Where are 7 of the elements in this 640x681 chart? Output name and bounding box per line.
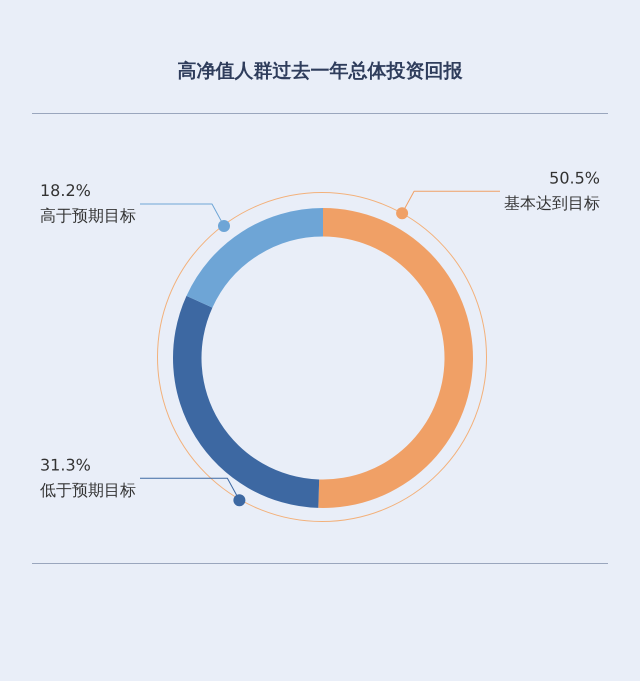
slice-label: 低于预期目标 [40,480,136,500]
data-label: 50.5% [549,168,600,188]
slice-label: 高于预期目标 [40,206,136,226]
data-label: 18.2% [40,181,91,200]
slice-label: 基本达到目标 [504,193,600,212]
chart-title: 高净值人群过去一年总体投资回报 [176,59,464,84]
data-label: 31.3% [40,455,91,474]
